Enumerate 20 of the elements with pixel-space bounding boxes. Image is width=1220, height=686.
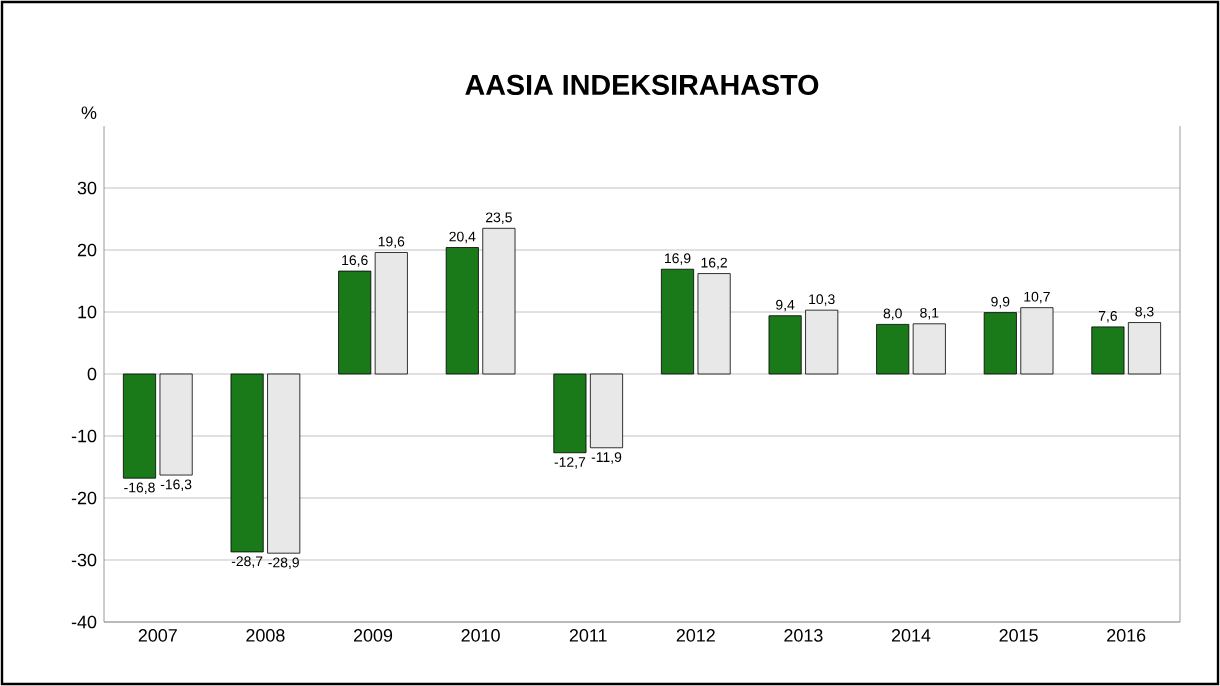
x-tick-label: 2013	[784, 629, 823, 642]
x-tick-label: 2008	[246, 629, 285, 642]
y-tick-label: -40	[71, 615, 97, 629]
x-tick-label: 2016	[1107, 629, 1146, 642]
y-tick-label: 20	[77, 243, 97, 257]
y-tick-label: -10	[71, 429, 97, 443]
x-tick-label: 2011	[569, 629, 607, 642]
y-tick-label: -20	[71, 491, 97, 505]
x-tick-label: 2015	[999, 629, 1038, 642]
chart-title: AASIA INDEKSIRAHASTO	[465, 74, 819, 96]
x-tick-label: 2012	[676, 629, 715, 642]
y-tick-label: -30	[71, 553, 97, 567]
x-tick-label: 2009	[353, 629, 393, 642]
x-tick-label: 2014	[891, 629, 931, 642]
y-axis-title: %	[81, 106, 97, 119]
y-tick-label: 30	[77, 181, 97, 195]
x-tick-label: 2010	[461, 629, 500, 642]
x-tick-label: 2007	[138, 629, 177, 642]
y-tick-label: 10	[78, 305, 97, 319]
y-tick-label: 0	[87, 367, 97, 381]
